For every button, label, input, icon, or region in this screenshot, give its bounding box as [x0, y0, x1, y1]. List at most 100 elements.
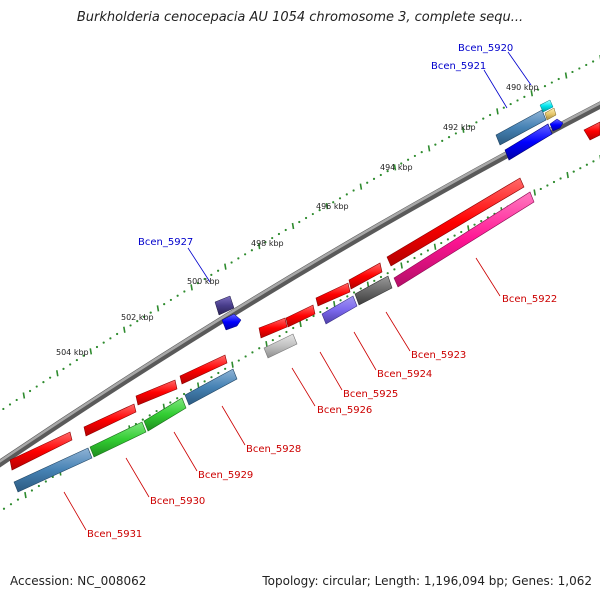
- minor-tick: [552, 180, 556, 184]
- major-tick: [393, 164, 397, 171]
- major-tick: [190, 284, 193, 291]
- gene-label-bcen-5927[interactable]: Bcen_5927: [138, 237, 193, 248]
- major-tick: [461, 126, 465, 133]
- minor-tick: [426, 249, 429, 252]
- minor-tick: [393, 268, 396, 271]
- minor-tick: [346, 295, 349, 298]
- gene-block[interactable]: [348, 262, 383, 290]
- gene-block[interactable]: [321, 295, 358, 325]
- minor-tick: [2, 507, 6, 510]
- gene-block[interactable]: [539, 99, 554, 113]
- tick-label-502: 502 kbp: [121, 313, 154, 322]
- gene-label-bcen-5925[interactable]: Bcen_5925: [343, 389, 398, 400]
- tick-label-504: 504 kbp: [56, 348, 89, 357]
- minor-tick: [359, 287, 362, 290]
- gene-block[interactable]: [179, 354, 228, 385]
- major-tick: [89, 348, 93, 355]
- gene-label-bcen-5926[interactable]: Bcen_5926: [317, 405, 372, 416]
- gene-block[interactable]: [221, 313, 242, 331]
- gene-label-bcen-5930[interactable]: Bcen_5930: [150, 496, 205, 507]
- minor-tick: [284, 228, 287, 232]
- tick-label-500: 500 kbp: [187, 277, 220, 286]
- minor-tick: [311, 212, 314, 216]
- minor-tick: [82, 354, 85, 357]
- gene-block[interactable]: [143, 397, 187, 432]
- minor-tick: [148, 414, 151, 417]
- minor-tick: [176, 397, 179, 400]
- major-tick: [291, 222, 295, 230]
- gene-label-bcen-5929[interactable]: Bcen_5929: [198, 470, 253, 481]
- major-tick: [299, 320, 302, 328]
- minor-tick: [196, 282, 199, 285]
- gene-block[interactable]: [583, 121, 600, 141]
- gene-block[interactable]: [495, 109, 547, 146]
- major-tick: [24, 491, 27, 499]
- gene-block[interactable]: [393, 191, 535, 288]
- gene-label-bcen-5920[interactable]: Bcen_5920: [458, 43, 513, 54]
- minor-tick: [434, 143, 437, 146]
- minor-tick: [169, 401, 172, 404]
- minor-tick: [189, 388, 193, 391]
- gene-label-bcen-5924[interactable]: Bcen_5924: [377, 369, 432, 380]
- minor-tick: [440, 241, 443, 245]
- minor-tick: [539, 187, 542, 191]
- gene-block[interactable]: [89, 421, 147, 458]
- minor-tick: [366, 181, 369, 184]
- minor-tick: [460, 230, 463, 234]
- major-tick: [265, 341, 268, 348]
- minor-tick: [210, 273, 213, 276]
- gene-block[interactable]: [258, 317, 288, 339]
- gene-label-bcen-5921[interactable]: Bcen_5921: [431, 61, 486, 72]
- gene-label-bcen-5931[interactable]: Bcen_5931: [87, 529, 142, 540]
- gene-block[interactable]: [184, 368, 238, 406]
- gene-block[interactable]: [214, 295, 235, 316]
- gene-label-bcen-5923[interactable]: Bcen_5923: [411, 350, 466, 361]
- minor-tick: [400, 162, 403, 165]
- minor-tick: [136, 320, 139, 323]
- gene-block[interactable]: [83, 403, 137, 437]
- map-title: Burkholderia cenocepacia AU 1054 chromos…: [76, 10, 524, 25]
- minor-tick: [454, 132, 457, 135]
- gene-block[interactable]: [13, 447, 93, 493]
- major-tick: [257, 243, 261, 250]
- gene-block[interactable]: [544, 107, 557, 121]
- minor-tick: [292, 326, 295, 330]
- minor-tick: [523, 95, 526, 98]
- gene-label-bcen-5928[interactable]: Bcen_5928: [246, 444, 301, 455]
- minor-tick: [550, 81, 553, 84]
- minor-tick: [49, 376, 52, 379]
- major-tick: [333, 301, 336, 308]
- gene-label-bcen-5922[interactable]: Bcen_5922: [502, 294, 557, 305]
- upper-track-features: [214, 99, 564, 331]
- accession-text: Accession: NC_008062: [10, 574, 147, 588]
- major-tick: [224, 263, 227, 270]
- gene-block[interactable]: [354, 275, 393, 306]
- minor-tick: [352, 189, 355, 192]
- major-tick: [566, 171, 569, 179]
- minor-tick: [578, 67, 581, 70]
- gene-block[interactable]: [135, 379, 178, 406]
- gene-block[interactable]: [9, 431, 73, 471]
- major-tick: [533, 189, 536, 196]
- minor-tick: [35, 385, 38, 388]
- minor-tick: [2, 407, 5, 411]
- major-tick: [123, 326, 126, 333]
- minor-tick: [142, 315, 146, 318]
- major-tick: [433, 243, 437, 250]
- gene-block[interactable]: [285, 304, 316, 328]
- minor-tick: [30, 489, 34, 492]
- minor-tick: [312, 314, 315, 318]
- gene-block[interactable]: [263, 333, 298, 359]
- gene-block[interactable]: [549, 118, 564, 132]
- minor-tick: [75, 358, 78, 362]
- minor-tick: [95, 345, 99, 349]
- gene-block[interactable]: [315, 282, 351, 307]
- minor-tick: [516, 99, 519, 102]
- minor-tick: [16, 498, 20, 501]
- gene-block[interactable]: [504, 123, 553, 161]
- gene-block[interactable]: [386, 177, 525, 267]
- tick-label-498: 498 kbp: [251, 239, 284, 248]
- tick-label-492: 492 kbp: [443, 123, 476, 132]
- minor-tick: [509, 102, 512, 106]
